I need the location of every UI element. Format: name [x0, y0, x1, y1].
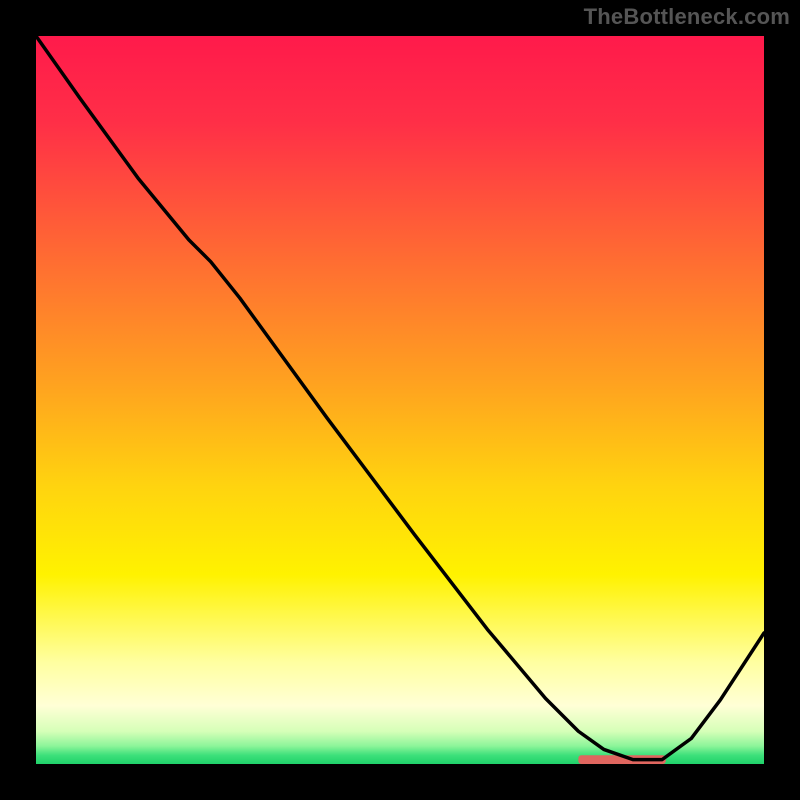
- chart-canvas: TheBottleneck.com: [0, 0, 800, 800]
- plot-area: [36, 36, 764, 764]
- attribution-text: TheBottleneck.com: [584, 4, 790, 30]
- chart-overlay: [36, 36, 764, 764]
- bottleneck-curve: [36, 36, 764, 760]
